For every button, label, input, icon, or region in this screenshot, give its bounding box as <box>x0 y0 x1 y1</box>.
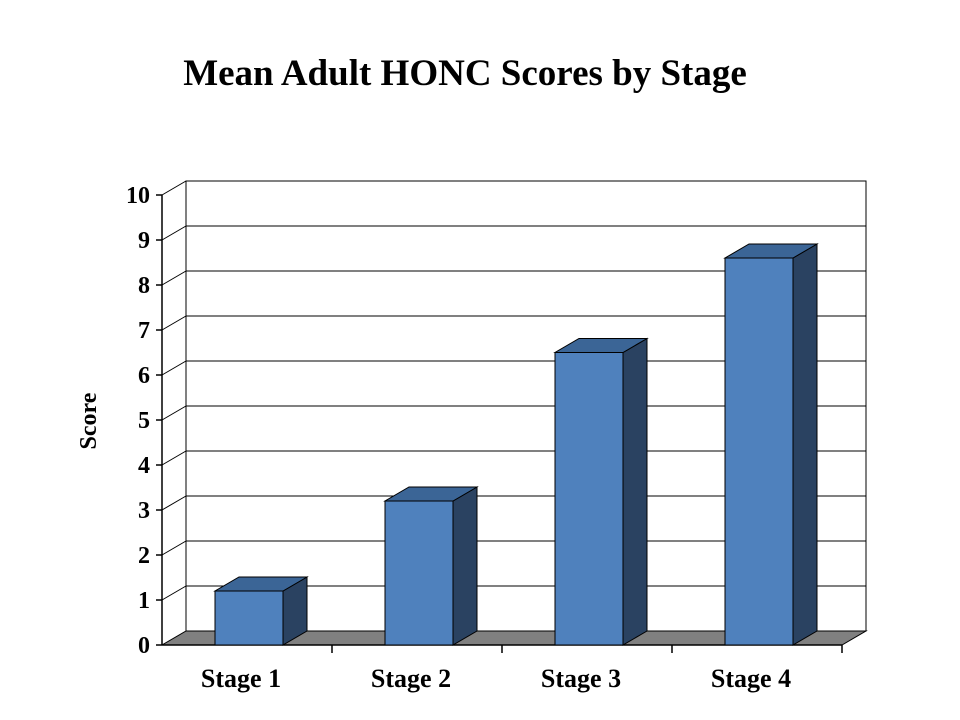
gridline-side <box>161 315 187 331</box>
x-tick-label: Stage 3 <box>541 664 621 693</box>
x-tick-label: Stage 2 <box>371 664 451 693</box>
bar-side <box>622 337 648 646</box>
x-tick-label: Stage 1 <box>201 664 281 693</box>
gridline-side <box>161 585 187 601</box>
y-tick-label: 4 <box>138 453 150 479</box>
gridline-side <box>161 450 187 466</box>
bar <box>383 486 479 646</box>
y-tick-label: 9 <box>138 228 150 254</box>
y-tick-label: 7 <box>138 318 150 344</box>
bar <box>553 337 649 646</box>
gridline-side <box>161 180 187 196</box>
y-tick-label: 6 <box>138 363 150 389</box>
bars <box>213 243 819 646</box>
bar <box>213 576 309 646</box>
gridline-side <box>161 360 187 376</box>
gridline-side <box>161 405 187 421</box>
y-tick-label: 0 <box>138 633 150 659</box>
y-tick-label: 2 <box>138 543 150 569</box>
bar-side <box>792 243 818 646</box>
gridline-side <box>161 225 187 241</box>
bar-side <box>452 486 478 646</box>
bar-front <box>214 590 284 646</box>
bar-front <box>724 257 794 646</box>
y-axis-label: Score <box>76 392 102 449</box>
gridline-side <box>161 540 187 556</box>
x-tick-label: Stage 4 <box>711 664 791 693</box>
y-tick-label: 8 <box>138 273 150 299</box>
y-tick-label: 10 <box>126 183 150 209</box>
gridline-side <box>161 270 187 286</box>
y-tick-label: 3 <box>138 498 150 524</box>
y-tick-label: 5 <box>138 408 150 434</box>
y-tick-labels: 0 1 2 3 4 5 6 7 8 9 10 <box>126 183 150 659</box>
bar-front <box>384 500 454 646</box>
bar-front <box>554 352 624 646</box>
chart-title: Mean Adult HONC Scores by Stage <box>183 53 747 94</box>
y-tick-label: 1 <box>138 588 150 614</box>
x-tick-labels: Stage 1 Stage 2 Stage 3 Stage 4 <box>201 664 791 693</box>
gridline-side <box>161 495 187 511</box>
bar <box>723 243 819 646</box>
